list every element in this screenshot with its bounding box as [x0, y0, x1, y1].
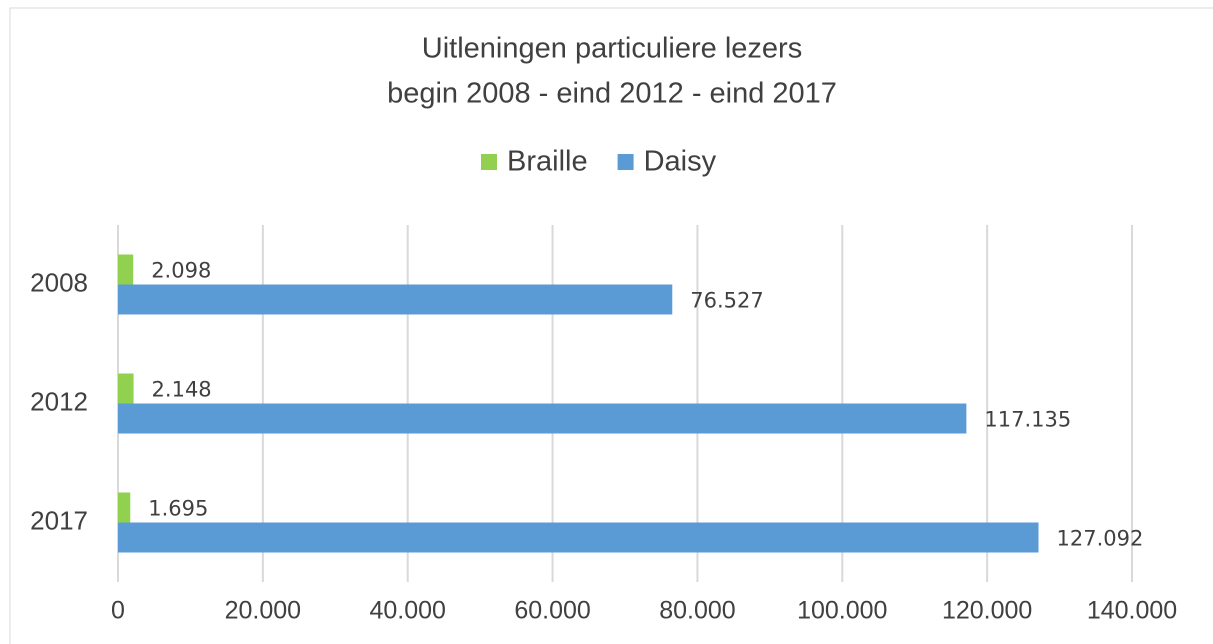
y-tick-label: 2012	[30, 386, 88, 416]
bar	[118, 403, 967, 434]
data-label: 127.092	[1057, 527, 1144, 551]
bar	[118, 522, 1039, 553]
legend-label: Braille	[507, 146, 588, 178]
bar	[118, 254, 134, 285]
y-tick-label: 2008	[30, 267, 88, 297]
x-tick-label: 100.000	[797, 597, 887, 625]
data-label: 2.148	[152, 378, 212, 402]
data-label: 76.527	[690, 289, 763, 313]
x-tick-label: 20.000	[225, 597, 301, 625]
bar	[118, 492, 131, 523]
data-label: 117.135	[984, 408, 1071, 432]
data-label: 2.098	[151, 259, 211, 283]
bar	[118, 284, 673, 315]
x-tick-label: 140.000	[1087, 597, 1177, 625]
x-tick-label: 80.000	[659, 597, 735, 625]
chart-subtitle: begin 2008 - eind 2012 - eind 2017	[387, 78, 837, 110]
x-tick-label: 40.000	[369, 597, 445, 625]
y-tick-label: 2017	[30, 505, 88, 535]
bar	[118, 373, 134, 404]
legend-label: Daisy	[644, 146, 717, 178]
legend-swatch	[481, 154, 497, 170]
chart-title: Uitleningen particuliere lezers	[422, 33, 802, 65]
x-tick-label: 0	[111, 597, 125, 625]
x-tick-label: 60.000	[514, 597, 590, 625]
data-label: 1.695	[148, 497, 208, 521]
legend-swatch	[617, 154, 634, 170]
x-tick-label: 120.000	[942, 597, 1032, 625]
